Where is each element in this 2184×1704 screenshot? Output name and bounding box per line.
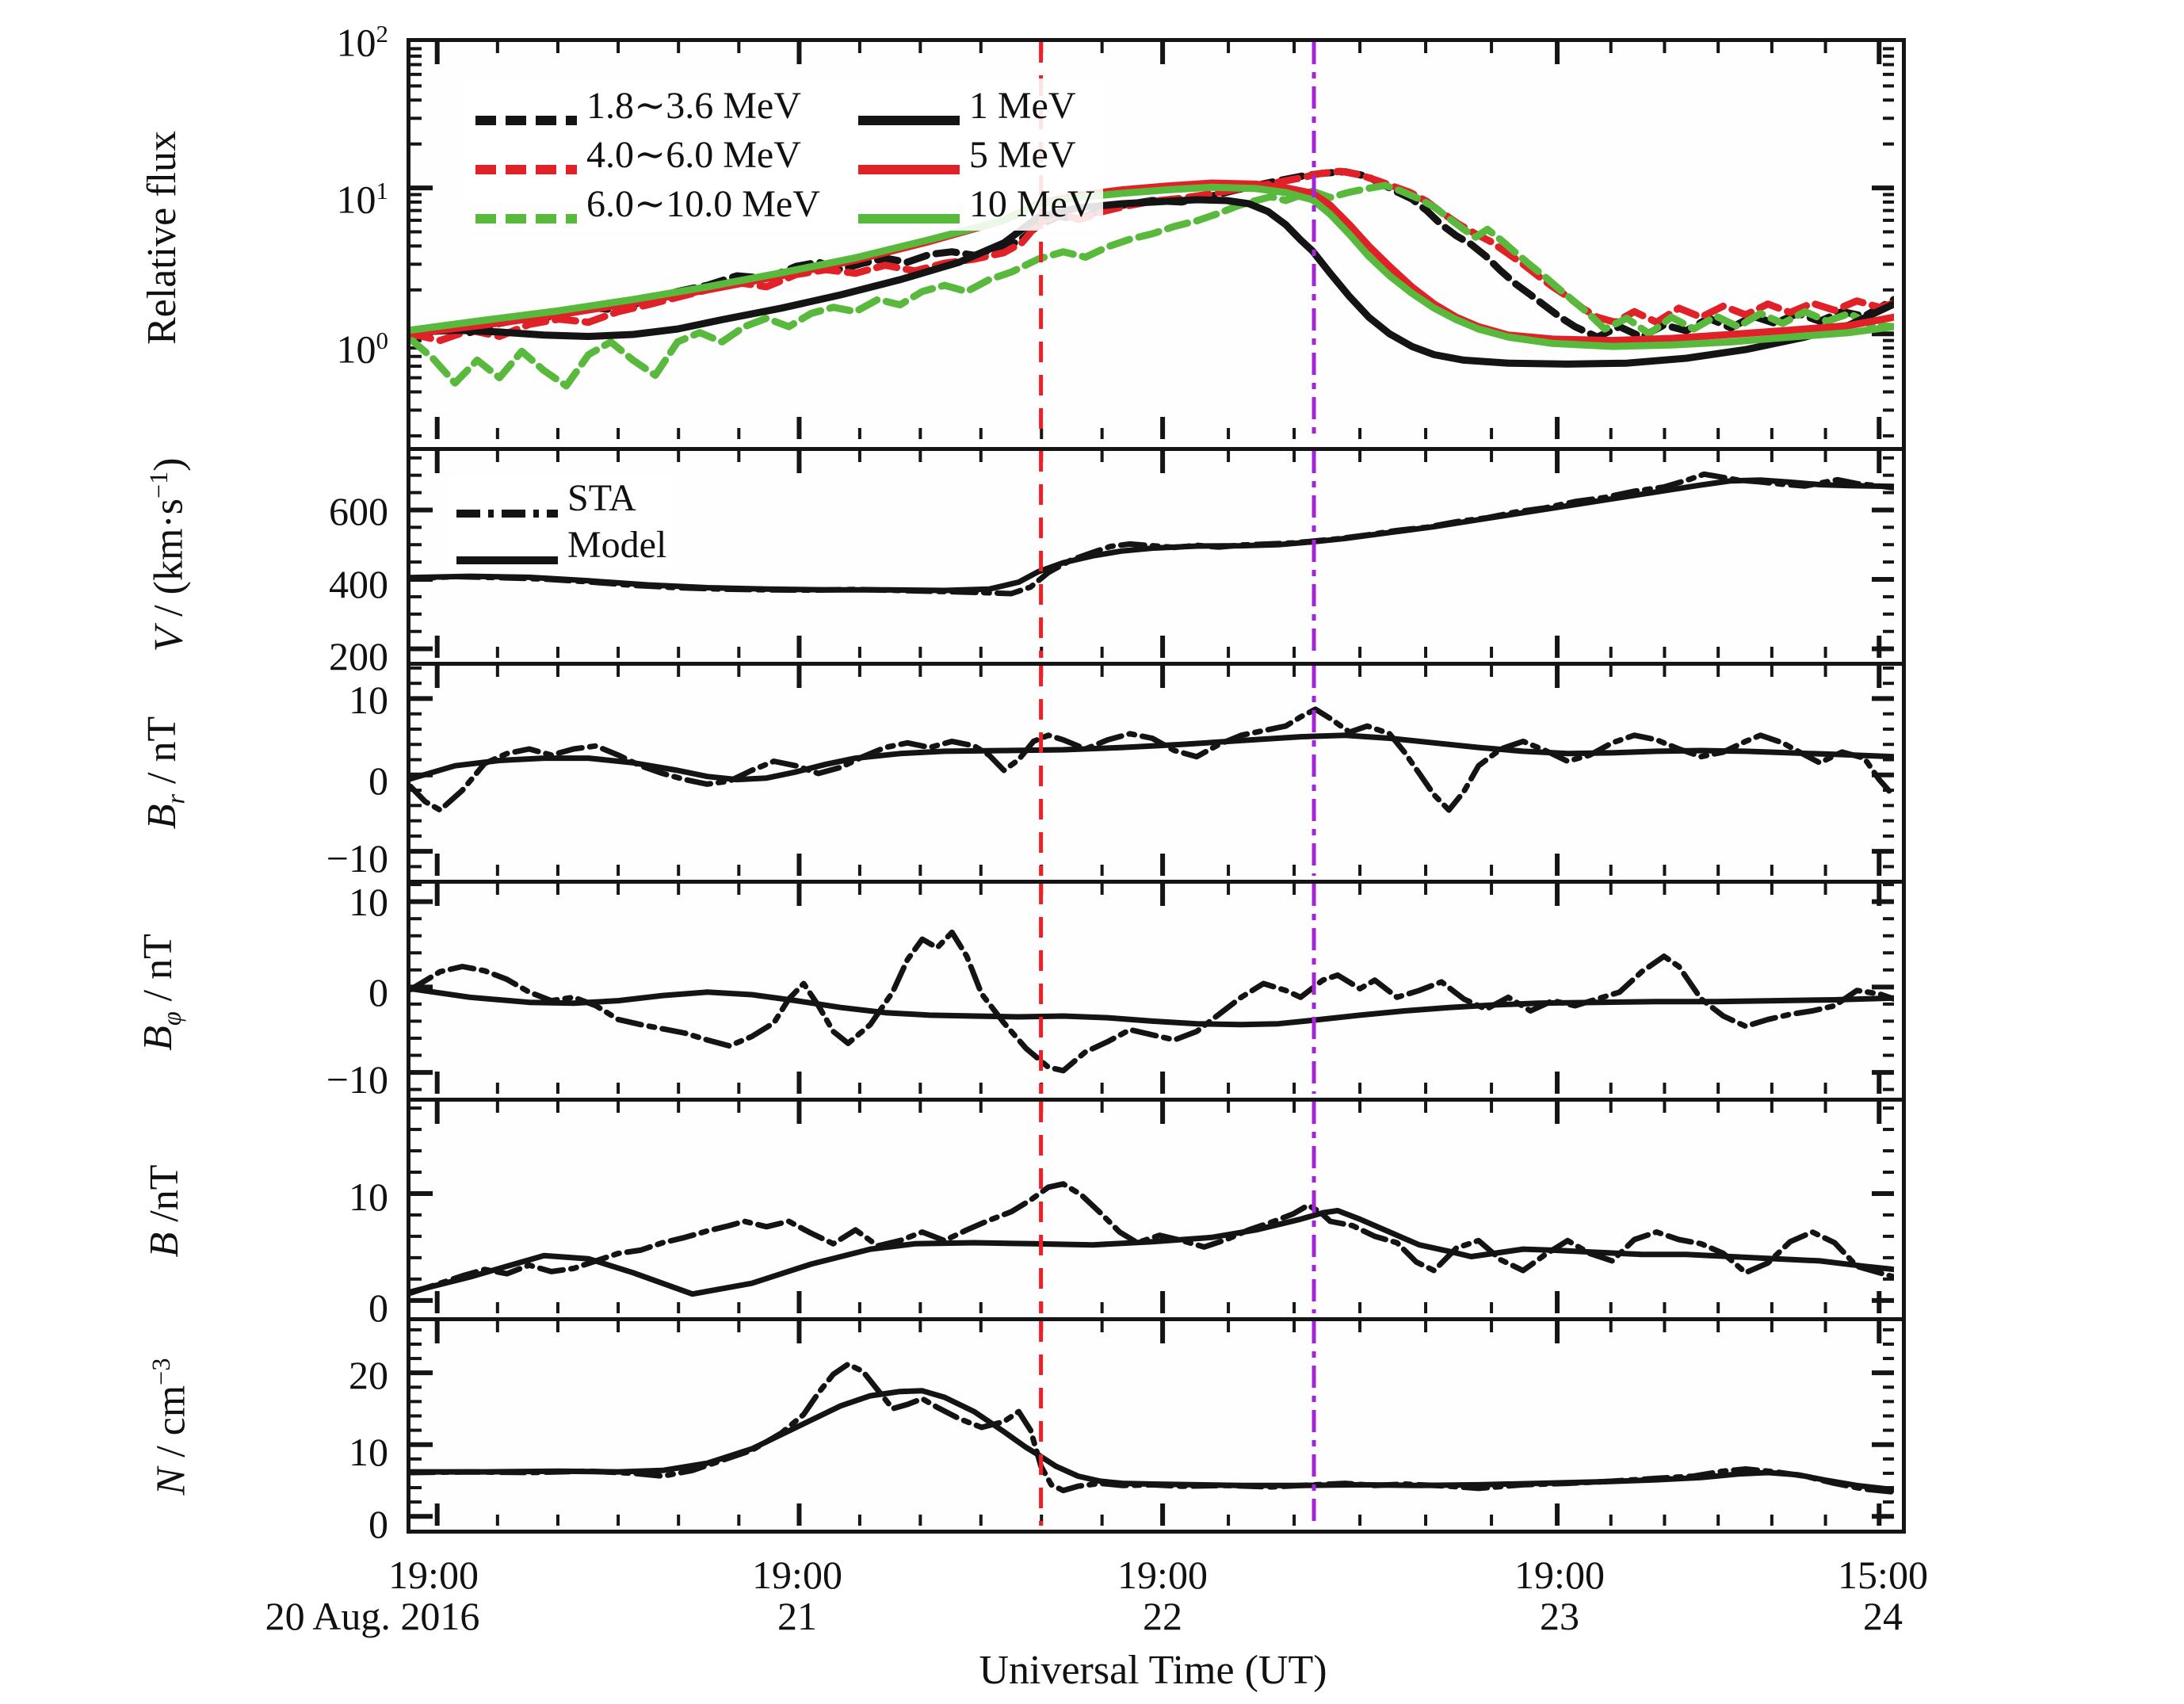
legend-label: 5 MeV [968, 133, 1076, 176]
panel-relative-flux: 1.8∼3.6 MeV 1 MeV 4.0∼6.0 MeV 5 MeV 6.0∼… [407, 38, 1906, 451]
legend-item: 6.0∼10.0 MeV [474, 181, 820, 226]
flux-ytick-1: 100 [336, 327, 389, 372]
legend-item: 1 MeV [857, 83, 1095, 128]
xtick-time-3: 19:00 [1514, 1553, 1605, 1597]
legend-label: 1.8∼3.6 MeV [586, 85, 801, 127]
legend-label: STA [567, 477, 636, 519]
plot-canvas-flux [410, 42, 1894, 439]
legend-item: 10 MeV [857, 181, 1095, 226]
legend-label: 6.0∼10.0 MeV [586, 183, 820, 225]
xtick-time-1: 19:00 [752, 1553, 842, 1597]
solid-red-line-sample [857, 145, 961, 174]
legend-item: 5 MeV [857, 132, 1095, 177]
xtick-date-2: 22 [1143, 1594, 1182, 1638]
solid-green-line-sample [857, 194, 961, 224]
plot-canvas-N [410, 1321, 1894, 1526]
dashed-red-line-sample [474, 145, 578, 174]
v-ytick-600: 600 [329, 489, 388, 533]
plot-canvas-Br [410, 666, 1894, 876]
panel-b-total [407, 1102, 1906, 1321]
legend-label: 10 MeV [968, 182, 1095, 225]
panel-bphi [407, 884, 1906, 1102]
dashed-green-line-sample [474, 194, 578, 224]
b-ytick-0: 0 [368, 1286, 388, 1330]
flux-ytick-100: 102 [336, 20, 389, 65]
legend-label: 4.0∼6.0 MeV [586, 134, 801, 176]
xtick-date-4: 24 [1863, 1594, 1903, 1638]
panel-density [407, 1321, 1906, 1534]
br-ytick-0: 0 [368, 758, 388, 803]
v-ytick-400: 400 [329, 562, 388, 606]
legend-item: 4.0∼6.0 MeV [474, 132, 820, 177]
plot-canvas-Bphi [410, 884, 1894, 1094]
xtick-date-1: 21 [777, 1594, 817, 1638]
plot-canvas-B [410, 1102, 1894, 1313]
b-ytick-10: 10 [349, 1175, 388, 1219]
dashed-black-line-sample [474, 96, 578, 125]
dashdot-black-line-sample [455, 489, 559, 518]
legend-label: Model [567, 524, 667, 566]
bphi-ytick-neg10: −10 [326, 1057, 388, 1102]
n-ytick-20: 20 [349, 1353, 388, 1397]
v-legend: STA Model [449, 475, 674, 568]
n-ytick-0: 0 [368, 1502, 388, 1546]
solid-thin-black-line-sample [455, 536, 559, 564]
xtick-time-0: 19:00 [388, 1553, 479, 1597]
xtick-time-2: 19:00 [1117, 1553, 1208, 1597]
legend-item: STA [455, 476, 666, 520]
bphi-ytick-10: 10 [349, 880, 388, 924]
xtick-date-3: 23 [1540, 1594, 1579, 1638]
legend-item: 1.8∼3.6 MeV [474, 83, 820, 128]
xtick-date-0: 20 Aug. 2016 [265, 1594, 480, 1638]
solid-black-line-sample [857, 96, 961, 125]
flux-legend: 1.8∼3.6 MeV 1 MeV 4.0∼6.0 MeV 5 MeV 6.0∼… [466, 78, 1103, 231]
v-ytick-200: 200 [329, 634, 388, 678]
x-axis-title: Universal Time (UT) [979, 1648, 1327, 1693]
panel-velocity: STA Model [407, 451, 1906, 666]
n-ytick-10: 10 [349, 1430, 388, 1474]
legend-label: 1 MeV [968, 84, 1076, 127]
plot-canvas-V [410, 451, 1894, 658]
n-axis-title: N / cm−3 [147, 1358, 194, 1496]
br-ytick-10: 10 [349, 678, 388, 722]
xtick-time-4: 15:00 [1838, 1553, 1928, 1597]
legend-item: Model [455, 523, 666, 567]
bphi-ytick-0: 0 [368, 970, 388, 1014]
flux-ytick-10: 101 [336, 177, 389, 222]
plot-area: 1.8∼3.6 MeV 1 MeV 4.0∼6.0 MeV 5 MeV 6.0∼… [407, 38, 1906, 1534]
panel-br [407, 666, 1906, 884]
br-ytick-neg10: −10 [326, 836, 388, 881]
